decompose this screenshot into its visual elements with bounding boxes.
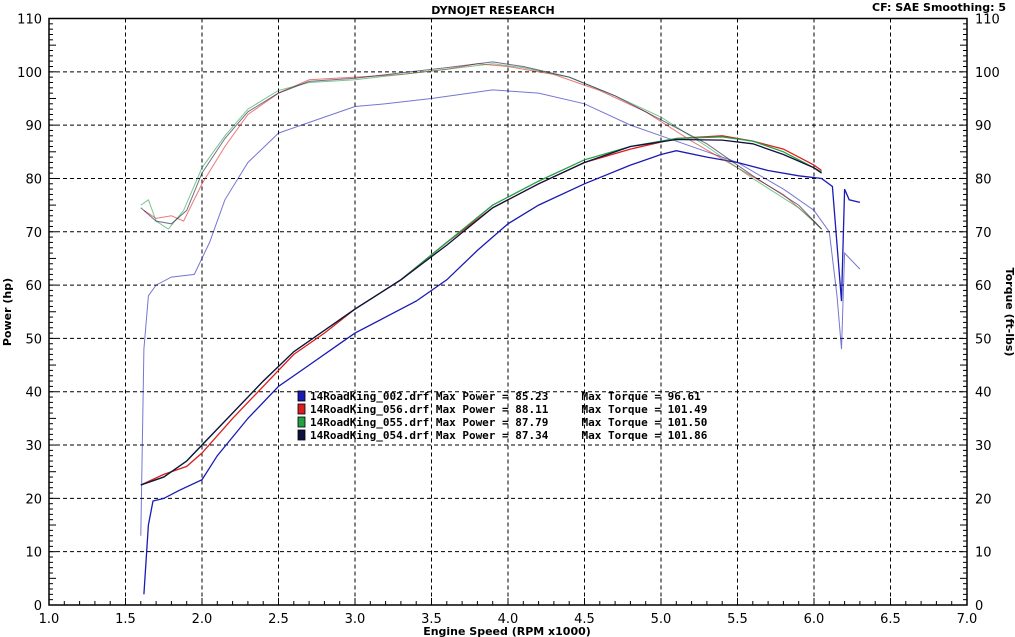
x-tick-label: 1.0 [39, 612, 60, 627]
y-tick-label: 40 [25, 386, 42, 401]
y2-axis-label: Torque (ft-lbs) [1003, 268, 1015, 357]
y2-tick-label: 20 [975, 492, 992, 507]
y2-tick-label: 110 [975, 13, 1000, 28]
y-tick-label: 10 [25, 546, 42, 561]
chart-title: DYNOJET RESEARCH [431, 4, 554, 17]
x-tick-label: 4.0 [498, 612, 519, 627]
legend: 14RoadKing_002.drf Max Power = 85.23 Max… [297, 390, 708, 442]
y-tick-label: 20 [25, 492, 42, 507]
legend-swatch [297, 403, 306, 415]
y2-tick-label: 70 [975, 226, 992, 241]
x-tick-label: 3.0 [345, 612, 366, 627]
legend-swatch [297, 390, 306, 402]
y2-tick-label: 40 [975, 386, 992, 401]
y-tick-label: 50 [25, 332, 42, 347]
y-tick-label: 0 [34, 599, 42, 614]
x-tick-label: 4.5 [574, 612, 595, 627]
x-tick-label: 1.5 [115, 612, 136, 627]
y-tick-label: 110 [17, 13, 42, 28]
x-tick-label: 6.5 [880, 612, 901, 627]
y-tick-label: 80 [25, 172, 42, 187]
y-tick-label: 100 [17, 66, 42, 81]
y2-tick-label: 30 [975, 439, 992, 454]
x-axis-label: Engine Speed (RPM x1000) [423, 625, 591, 637]
x-axis: 1.0 1.5 2.0 2.5 3.0 3.5 4.0 4.5 5.0 5.5 6.0 6.5 7.0 [39, 598, 978, 627]
y-tick-label: 70 [25, 226, 42, 241]
x-tick-label: 2.0 [192, 612, 213, 627]
y-axis-left: 0 10 20 30 40 50 60 70 80 90 100 110 [17, 13, 56, 614]
series-1-torque-line [140, 89, 861, 536]
legend-entry: 14RoadKing_002.drf Max Power = 85.23 Max… [310, 390, 701, 403]
series-4-torque-line [140, 61, 822, 230]
legend-entry: 14RoadKing_056.drf Max Power = 88.11 Max… [310, 403, 707, 416]
y2-tick-label: 100 [975, 66, 1000, 81]
y2-tick-label: 50 [975, 332, 992, 347]
legend-swatch [297, 416, 306, 428]
series-4-power-line [140, 138, 822, 486]
y2-tick-label: 90 [975, 119, 992, 134]
y-tick-label: 30 [25, 439, 42, 454]
y-tick-label: 60 [25, 279, 42, 294]
x-tick-label: 7.0 [957, 612, 978, 627]
y-tick-label: 90 [25, 119, 42, 134]
legend-entry: 14RoadKing_054.drf Max Power = 87.34 Max… [310, 429, 708, 442]
y2-tick-label: 60 [975, 279, 992, 294]
y-axis-right: 0 10 20 30 40 50 60 70 80 90 100 110 [960, 13, 1000, 614]
grid [49, 18, 967, 605]
legend-entry: 14RoadKing_055.drf Max Power = 87.79 Max… [310, 416, 707, 429]
x-tick-label: 3.5 [421, 612, 442, 627]
x-tick-label: 2.5 [268, 612, 289, 627]
y2-tick-label: 0 [975, 599, 983, 614]
y2-tick-label: 80 [975, 172, 992, 187]
series-2-torque-line [143, 63, 822, 230]
y-axis-label: Power (hp) [1, 278, 14, 346]
x-tick-label: 5.5 [727, 612, 748, 627]
series-lines [140, 61, 861, 595]
y2-tick-label: 10 [975, 546, 992, 561]
x-tick-label: 6.0 [804, 612, 825, 627]
series-1-power-line [143, 150, 861, 595]
legend-swatch [297, 429, 306, 441]
chart-settings: CF: SAE Smoothing: 5 [872, 1, 1006, 14]
x-tick-label: 5.0 [651, 612, 672, 627]
series-3-torque-line [140, 63, 822, 230]
